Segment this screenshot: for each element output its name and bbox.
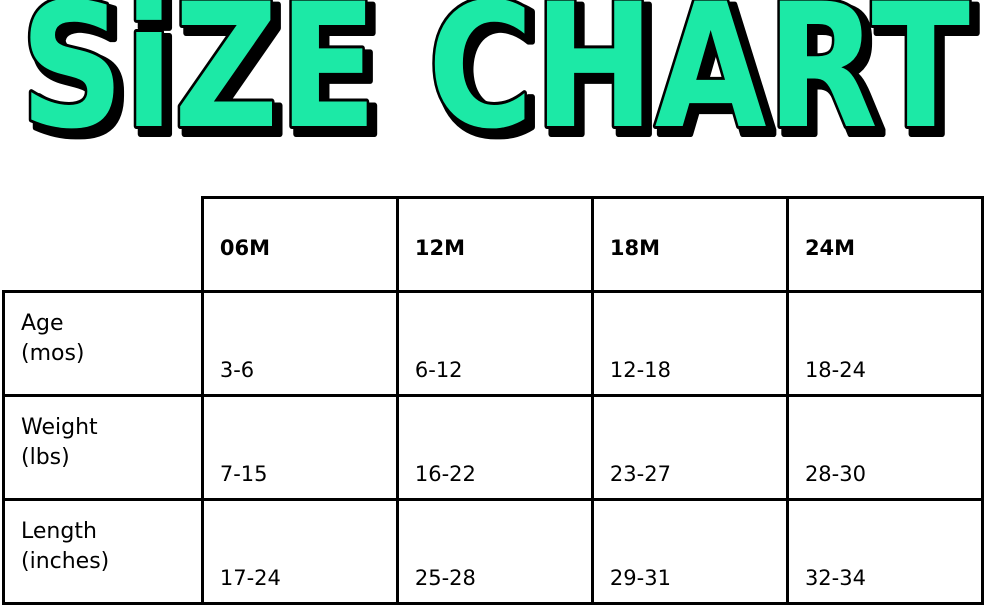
table-cell: 16-22	[395, 394, 594, 501]
table-cell: 32-34	[785, 498, 984, 605]
table-cell: 18-24	[785, 290, 984, 397]
row-label-line1: Weight	[21, 415, 98, 440]
column-header: 12M	[395, 196, 594, 293]
row-label-line2: (mos)	[21, 341, 85, 366]
corner-cell	[3, 197, 204, 293]
table-cell: 23-27	[590, 394, 789, 501]
row-label-line1: Age	[21, 311, 64, 336]
size-table: 06M 12M 18M 24M Age (mos) 3-6 6-12 12-18 …	[2, 196, 984, 605]
header-row: 06M 12M 18M 24M	[3, 196, 984, 293]
column-header: 18M	[590, 196, 789, 293]
row-label: Weight (lbs)	[2, 394, 204, 501]
table-cell: 25-28	[395, 498, 594, 605]
title-text: SiZE CHART	[20, 0, 970, 150]
table-cell: 6-12	[395, 290, 594, 397]
size-chart-title: SiZE CHART	[17, 0, 973, 150]
column-header: 24M	[785, 196, 984, 293]
table-cell: 3-6	[200, 290, 399, 397]
row-label: Age (mos)	[2, 290, 204, 397]
row-label-line1: Length	[21, 519, 97, 544]
table-cell: 7-15	[200, 394, 399, 501]
table-row-length: Length (inches) 17-24 25-28 29-31 32-34	[2, 498, 984, 605]
table-cell: 29-31	[590, 498, 789, 605]
column-header: 06M	[200, 196, 399, 293]
row-label: Length (inches)	[2, 498, 204, 605]
table-row-age: Age (mos) 3-6 6-12 12-18 18-24	[2, 290, 984, 397]
row-label-line2: (inches)	[21, 549, 110, 574]
table-cell: 28-30	[785, 394, 984, 501]
row-label-line2: (lbs)	[21, 445, 70, 470]
table-row-weight: Weight (lbs) 7-15 16-22 23-27 28-30	[2, 394, 984, 501]
table-cell: 12-18	[590, 290, 789, 397]
table-cell: 17-24	[200, 498, 399, 605]
